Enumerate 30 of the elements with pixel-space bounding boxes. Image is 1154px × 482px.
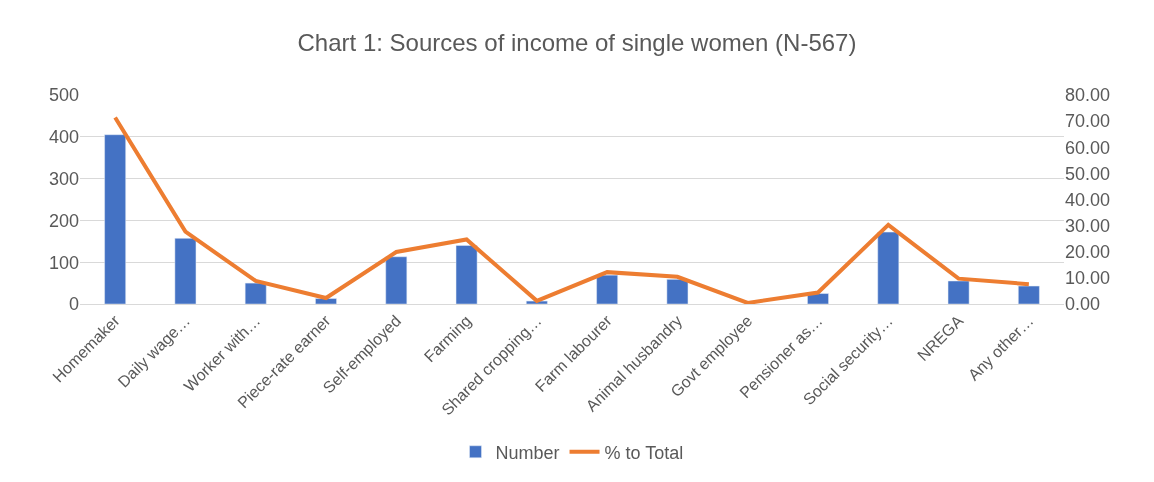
bar: [104, 134, 126, 304]
y2-tick-label: 0.00: [1065, 294, 1101, 315]
legend-label: % to Total: [604, 442, 684, 463]
y-tick-label: 0: [68, 294, 79, 315]
bar: [455, 245, 478, 304]
bar: [666, 279, 689, 304]
bar: [947, 280, 970, 304]
bar: [244, 282, 267, 304]
y2-tick-label: 80.00: [1065, 85, 1111, 106]
bar: [385, 256, 408, 304]
legend-label: Number: [495, 442, 560, 463]
bar: [596, 274, 618, 304]
y2-tick-label: 60.00: [1065, 137, 1111, 158]
y2-tick-label: 10.00: [1065, 268, 1111, 289]
y-tick-label: 400: [48, 127, 79, 148]
bar: [1018, 285, 1040, 304]
y-tick-label: 500: [48, 85, 79, 106]
bar: [315, 298, 337, 304]
y2-tick-label: 50.00: [1065, 163, 1111, 184]
y2-tick-label: 70.00: [1065, 111, 1111, 132]
chart-title: Chart 1: Sources of income of single women (N-567): [297, 28, 857, 56]
y2-tick-label: 20.00: [1065, 242, 1111, 263]
bar: [174, 238, 197, 304]
y-tick-label: 300: [48, 168, 79, 189]
y2-tick-label: 30.00: [1065, 215, 1111, 236]
y-tick-label: 200: [48, 210, 79, 231]
y-tick-label: 100: [48, 252, 79, 273]
line-series: [113, 115, 1031, 304]
y2-tick-label: 40.00: [1065, 189, 1111, 210]
bar: [877, 231, 900, 304]
